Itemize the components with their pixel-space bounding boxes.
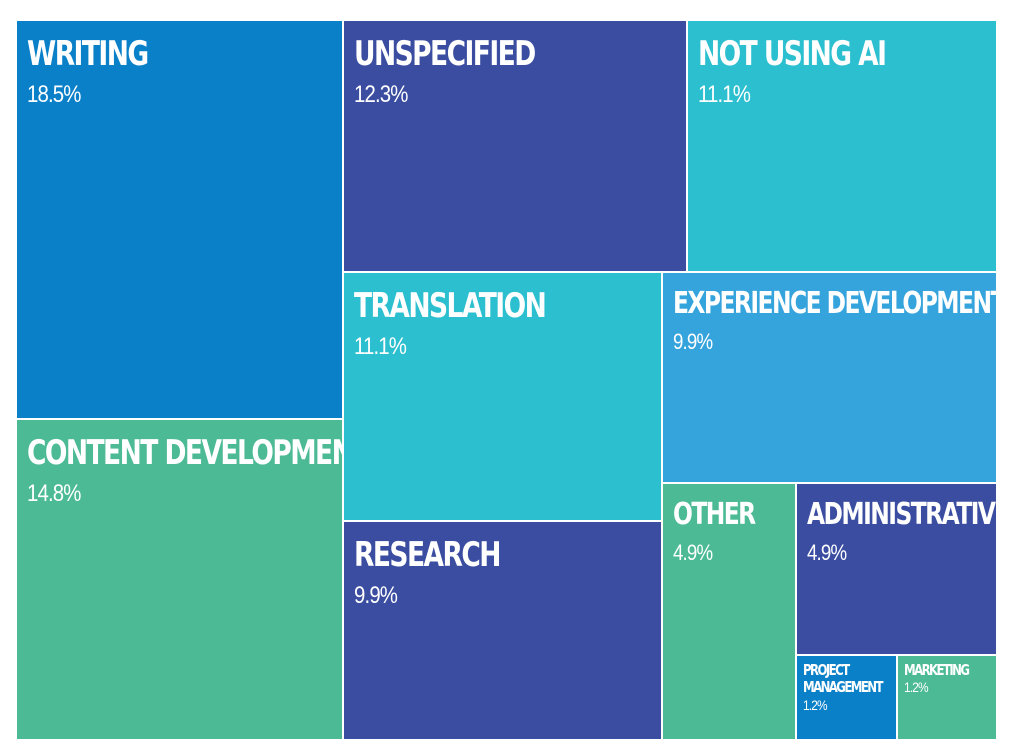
tile-value: 11.1% xyxy=(698,81,751,108)
tile-label: NOT USING AI xyxy=(698,34,887,74)
tile-value: 14.8% xyxy=(27,480,81,507)
treemap-tile-experience-development: EXPERIENCE DEVELOPMENT 9.9% xyxy=(663,273,996,482)
treemap-tile-not-using-ai: NOT USING AI 11.1% xyxy=(688,21,996,271)
tile-value: 11.1% xyxy=(354,333,407,360)
tile-value: 1.2% xyxy=(803,696,828,713)
tile-label: PROJECT MANAGEMENT xyxy=(803,661,884,697)
tile-label: MARKETING xyxy=(904,661,970,679)
tile-value: 18.5% xyxy=(27,81,81,108)
tile-value: 9.9% xyxy=(673,329,713,354)
treemap-tile-marketing: MARKETING 1.2% xyxy=(898,656,996,739)
tile-label: CONTENT DEVELOPMENT xyxy=(27,433,342,473)
tile-value: 4.9% xyxy=(807,540,847,565)
treemap-tile-project-management: PROJECT MANAGEMENT 1.2% xyxy=(797,656,896,739)
tile-label: OTHER xyxy=(673,497,756,532)
tile-value: 12.3% xyxy=(354,81,408,108)
treemap-tile-unspecified: UNSPECIFIED 12.3% xyxy=(344,21,686,271)
treemap-tile-administrative: ADMINISTRATIVE 4.9% xyxy=(797,484,996,654)
tile-value: 4.9% xyxy=(673,540,713,565)
tile-label: ADMINISTRATIVE xyxy=(807,497,996,532)
treemap-tile-research: RESEARCH 9.9% xyxy=(344,522,661,739)
tile-label: UNSPECIFIED xyxy=(354,34,536,74)
tile-label: WRITING xyxy=(27,34,149,74)
treemap-tile-translation: TRANSLATION 11.1% xyxy=(344,273,661,520)
treemap-tile-other: OTHER 4.9% xyxy=(663,484,795,739)
tile-label: TRANSLATION xyxy=(354,286,547,326)
tile-label: EXPERIENCE DEVELOPMENT xyxy=(673,286,996,321)
treemap-tile-content-development: CONTENT DEVELOPMENT 14.8% xyxy=(17,420,342,739)
treemap-tile-writing: WRITING 18.5% xyxy=(17,21,342,418)
tile-value: 1.2% xyxy=(904,679,929,696)
tile-value: 9.9% xyxy=(354,582,398,609)
tile-label: RESEARCH xyxy=(354,535,501,575)
